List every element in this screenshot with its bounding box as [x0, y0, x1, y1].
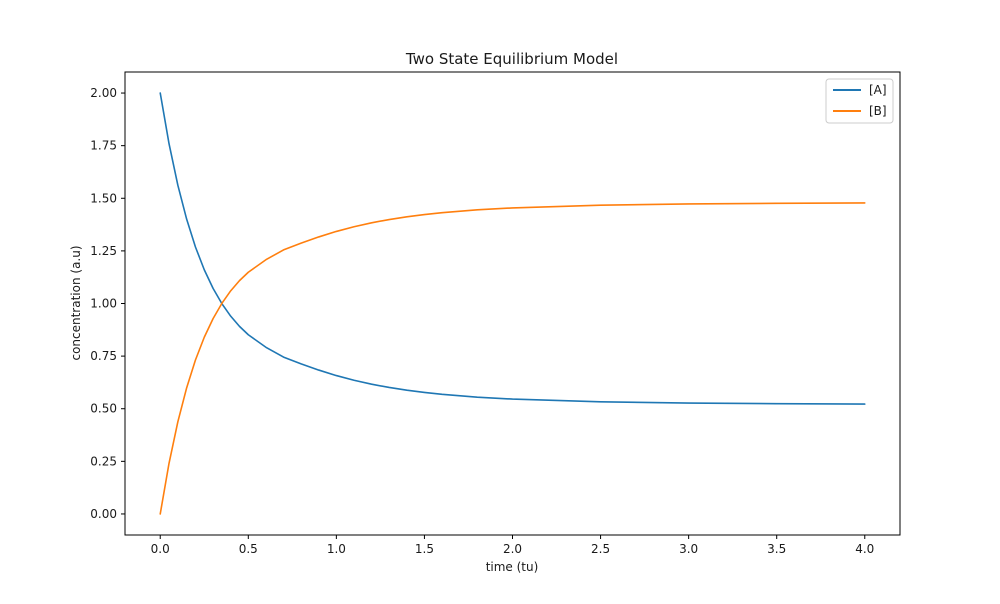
legend-label-b: [B] — [869, 104, 887, 118]
x-tick-label: 1.5 — [415, 542, 434, 556]
x-axis: 0.0 0.5 1.0 1.5 2.0 2.5 3.0 3.5 4.0 — [151, 535, 874, 556]
y-axis-label: concentration (a.u) — [69, 245, 83, 360]
x-tick-label: 3.5 — [767, 542, 786, 556]
x-tick-label: 3.0 — [679, 542, 698, 556]
y-tick-label: 0.00 — [90, 507, 117, 521]
y-tick-label: 1.50 — [90, 191, 117, 205]
legend-label-a: [A] — [869, 83, 887, 97]
y-tick-label: 2.00 — [90, 86, 117, 100]
x-tick-label: 2.0 — [503, 542, 522, 556]
series-line-a — [159, 92, 866, 405]
y-tick-label: 0.75 — [90, 349, 117, 363]
series-line-b — [159, 202, 866, 515]
x-tick-label: 2.5 — [591, 542, 610, 556]
y-tick-label: 1.00 — [90, 297, 117, 311]
y-tick-label: 1.75 — [90, 139, 117, 153]
y-tick-label: 0.25 — [90, 454, 117, 468]
y-axis: 0.00 0.25 0.50 0.75 1.00 1.25 1.50 1.75 2.00 — [90, 86, 125, 521]
x-tick-label: 0.5 — [239, 542, 258, 556]
series-layer — [159, 92, 866, 515]
x-tick-label: 0.0 — [151, 542, 170, 556]
y-tick-label: 0.50 — [90, 402, 117, 416]
y-tick-label: 1.25 — [90, 244, 117, 258]
x-tick-label: 1.0 — [327, 542, 346, 556]
chart-title: Two State Equilibrium Model — [405, 50, 618, 68]
x-axis-label: time (tu) — [486, 560, 539, 574]
legend: [A] [B] — [825, 78, 894, 124]
x-tick-label: 4.0 — [855, 542, 874, 556]
